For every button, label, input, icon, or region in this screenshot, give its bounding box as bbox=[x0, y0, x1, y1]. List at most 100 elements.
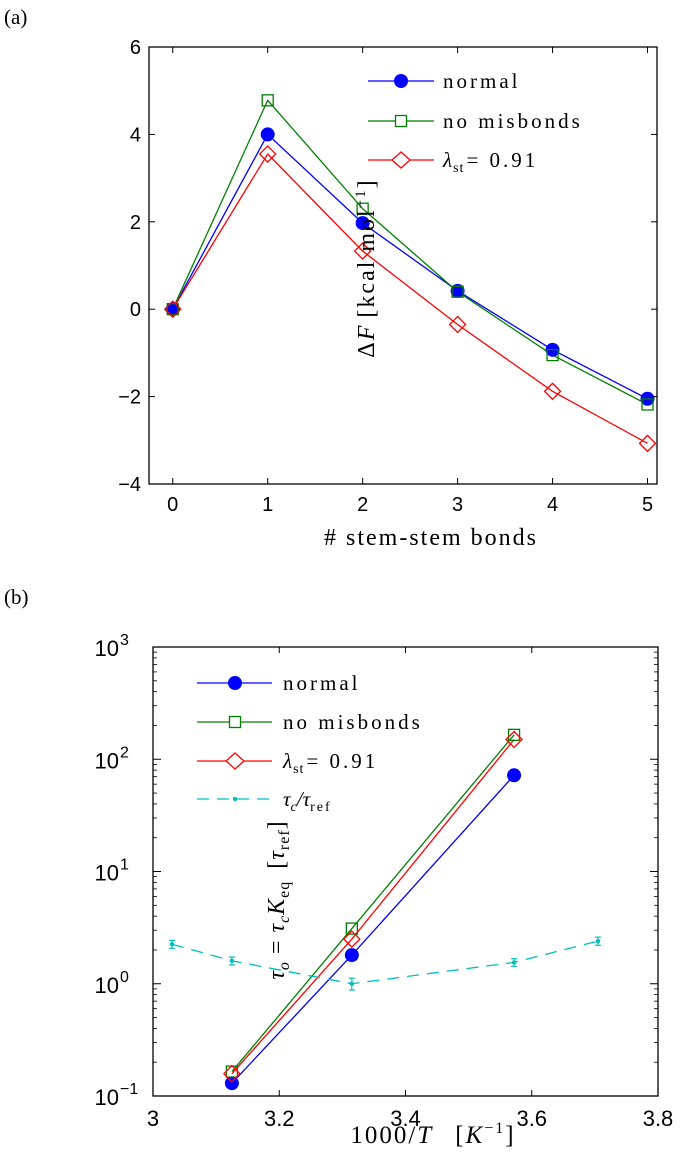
b-point-c-ref bbox=[229, 958, 235, 964]
ylabel-exp: −1 bbox=[353, 188, 369, 208]
a-point-no-misbonds bbox=[356, 202, 369, 215]
panel-b-ylabel-text: τo = τcKeq[τref] bbox=[264, 820, 293, 979]
a-point-st-0-91 bbox=[638, 434, 657, 453]
ylabel-delta: Δ bbox=[354, 340, 380, 357]
a-point-no-misbonds bbox=[641, 398, 654, 411]
panel-b-label: (b) bbox=[4, 585, 29, 609]
b-xlabel-close: ] bbox=[505, 1122, 515, 1149]
a-ytick-label: −2 bbox=[118, 387, 141, 409]
a-ytick-label: −4 bbox=[118, 474, 141, 496]
b-point-c-ref bbox=[595, 938, 601, 944]
panel-b-xlabel: 1000/T [K−1] bbox=[350, 1120, 515, 1149]
b-ylabel-K: K bbox=[264, 897, 290, 916]
a-xtick-label: 2 bbox=[357, 494, 368, 516]
a-xtick-label: 4 bbox=[547, 494, 558, 516]
legend-b-lambda-text: λst= 0.91 bbox=[282, 749, 378, 777]
b-ylabel-open: [ bbox=[264, 860, 290, 869]
a-point-normal bbox=[260, 127, 275, 142]
panel-a-ylabel-group: ΔF [kcal mol−1] bbox=[353, 178, 380, 357]
a-series-line-normal bbox=[172, 133, 648, 400]
b-series-line-c-ref bbox=[171, 940, 599, 985]
b-ytick-base: 10 bbox=[95, 636, 119, 661]
a-xtick-label: 3 bbox=[452, 494, 463, 516]
b-point-c-ref bbox=[511, 960, 517, 965]
b-ytick-label: 10 bbox=[95, 973, 119, 998]
b-series-line-no-misbonds bbox=[231, 734, 515, 1073]
panel-a-ticks: 0 1 2 3 4 5 −4 −2 0 2 4 6 bbox=[118, 37, 657, 516]
panel-a-series bbox=[163, 94, 657, 453]
b-ylabel-o: o bbox=[276, 961, 293, 970]
ylabel-F: F bbox=[354, 324, 380, 342]
panel-a-axes-frame bbox=[148, 46, 658, 485]
a-series-line-no-misbonds bbox=[172, 99, 648, 406]
b-point-c-ref bbox=[349, 981, 355, 986]
panel-a-xlabel: # stem-stem bonds bbox=[324, 525, 538, 551]
a-point-st-0-91 bbox=[448, 315, 467, 334]
b-ylabel-eq: = bbox=[264, 933, 290, 962]
b-point-c-ref bbox=[169, 942, 175, 947]
ylabel-unit: [kcal mol bbox=[354, 208, 380, 317]
legend-b-tauc-sub: c bbox=[291, 800, 298, 815]
a-point-st-0-91 bbox=[353, 242, 372, 260]
b-point-normal bbox=[507, 768, 522, 783]
b-xlabel-prefix: 1000/ bbox=[350, 1122, 417, 1149]
legend-a-nomis-marker bbox=[394, 114, 408, 128]
legend-b-tauc-symbol: τ bbox=[283, 787, 292, 811]
b-point-no-misbonds bbox=[507, 728, 521, 741]
b-ytick-base: 10 bbox=[95, 861, 119, 886]
legend-b-normal-marker bbox=[228, 676, 242, 690]
a-ytick-label: 4 bbox=[130, 124, 141, 146]
b-ytick-exponent: 2 bbox=[120, 744, 129, 761]
legend-a-normal-marker bbox=[394, 74, 408, 88]
b-xlabel-exp: −1 bbox=[484, 1120, 505, 1137]
a-point-no-misbonds bbox=[261, 94, 274, 107]
a-xtick-label: 0 bbox=[167, 494, 178, 516]
legend-a-lambda-sub: st bbox=[453, 161, 464, 176]
panel-a-label: (a) bbox=[4, 5, 27, 29]
b-xtick-label: 3 bbox=[147, 1106, 159, 1131]
a-point-st-0-91 bbox=[163, 300, 182, 319]
b-xtick-label: 3.8 bbox=[643, 1106, 674, 1131]
b-ylabel-c: c bbox=[276, 915, 293, 923]
a-point-st-0-91 bbox=[258, 145, 277, 163]
b-point-st-0-91 bbox=[342, 930, 361, 949]
legend-b-normal-text: normal bbox=[283, 671, 360, 695]
legend-a-lambda-text: λst= 0.91 bbox=[442, 148, 538, 176]
panel-a-legend: normal no misbonds λst= 0.91 bbox=[368, 69, 580, 176]
b-series-line-st-0-91 bbox=[231, 739, 515, 1075]
a-xtick-label: 1 bbox=[262, 494, 273, 516]
b-ytick-exponent: 1 bbox=[120, 857, 129, 874]
legend-a-normal-text: normal bbox=[443, 69, 520, 93]
b-ytick-label: 10 bbox=[95, 748, 119, 773]
panel-b-legend: normal no misbonds λst= 0.91 τc/τref bbox=[197, 671, 423, 815]
legend-a-lambda-marker bbox=[391, 151, 411, 169]
b-ylabel-ref: ref bbox=[276, 829, 293, 850]
a-point-no-misbonds bbox=[451, 285, 464, 298]
legend-b-nomis-marker bbox=[228, 715, 242, 729]
b-point-normal bbox=[344, 948, 359, 963]
b-xtick-label: 3.4 bbox=[390, 1106, 421, 1131]
legend-b-nomis-text: no misbonds bbox=[283, 710, 423, 734]
b-ylabel-tauc: τ bbox=[264, 923, 290, 933]
legend-b-tauref-symbol: τ bbox=[303, 787, 312, 811]
legend-b-tauref-sub: ref bbox=[310, 800, 332, 815]
a-point-normal bbox=[165, 302, 180, 317]
panel-b-series bbox=[168, 728, 602, 1091]
a-ytick-label: 6 bbox=[130, 37, 141, 59]
a-ytick-label: 2 bbox=[130, 212, 141, 234]
a-point-normal bbox=[355, 216, 370, 231]
ylabel-close: ] bbox=[354, 178, 380, 188]
b-xlabel-open: [ bbox=[455, 1122, 465, 1149]
legend-b-tauc-marker bbox=[232, 796, 238, 802]
legend-b-tauc-text: τc/τref bbox=[283, 787, 332, 815]
b-ylabel-close: ] bbox=[264, 820, 290, 829]
b-ytick-label: 10 bbox=[95, 636, 119, 661]
b-ytick-exponent: −1 bbox=[120, 1081, 138, 1098]
b-xlabel-T: T bbox=[417, 1122, 433, 1149]
b-ytick-label: 10 bbox=[95, 861, 119, 886]
b-ytick-base: 10 bbox=[95, 1085, 119, 1110]
legend-b-lambda-symbol: λ bbox=[282, 749, 293, 773]
b-point-normal bbox=[224, 1076, 239, 1091]
